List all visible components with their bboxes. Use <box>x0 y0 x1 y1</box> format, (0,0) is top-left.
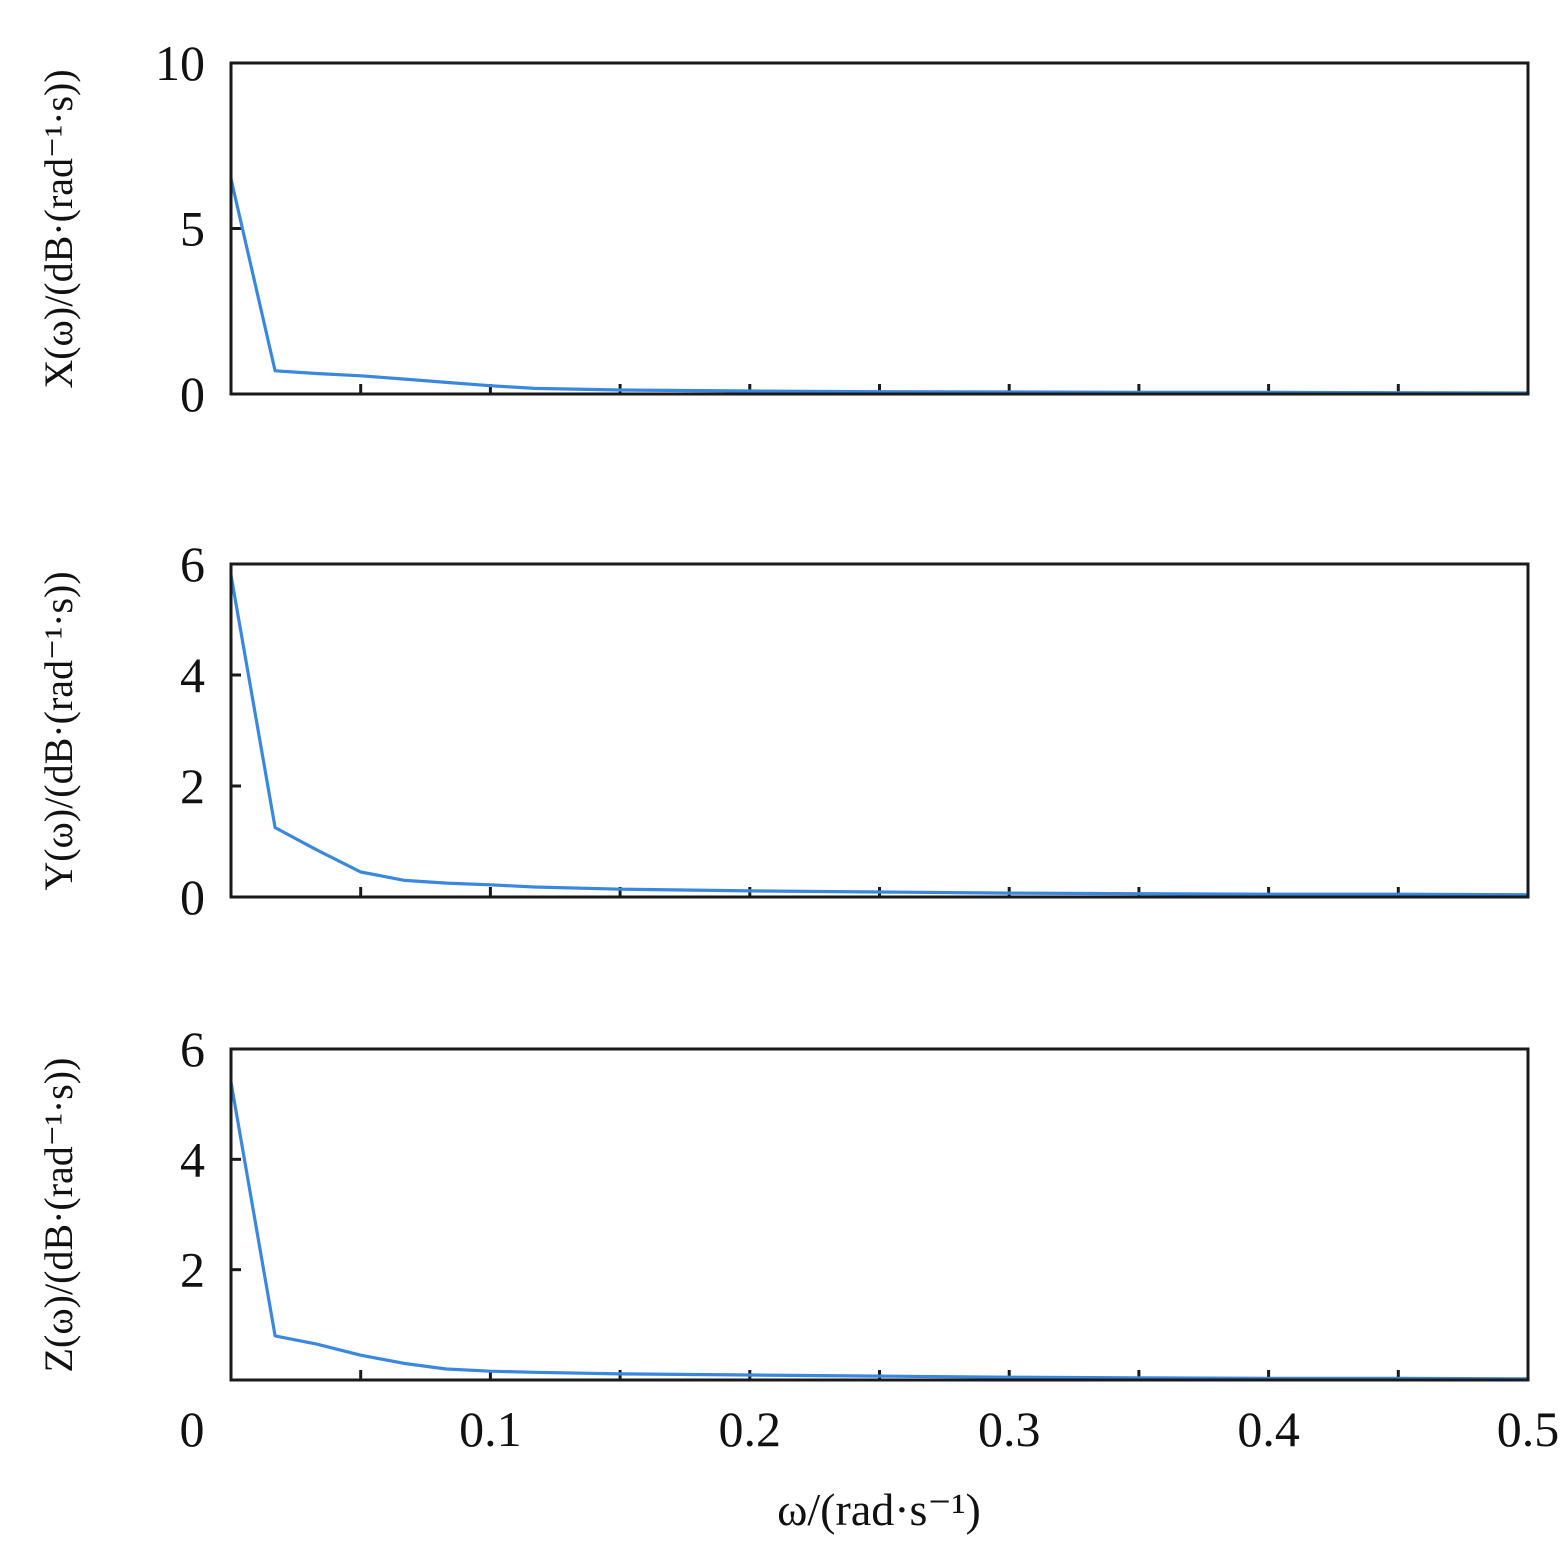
panel-x-frame <box>229 61 1530 396</box>
x-tick-label: 0.2 <box>719 1401 782 1457</box>
panel-y-marks: 0 2 4 6 <box>180 536 1530 925</box>
panel-x-ytick-label: 10 <box>155 35 205 91</box>
x-tick-label: 0.1 <box>459 1401 522 1457</box>
panel-y-ytick-label: 4 <box>180 647 205 703</box>
panel-x-ytick-label: 5 <box>180 201 205 257</box>
panel-z-ytick-label: 2 <box>180 1242 205 1298</box>
panel-z-ytick-label: 6 <box>180 1021 205 1077</box>
panel-x: 0 5 10 X(ω)/(dB·(rad⁻¹·s)) <box>36 35 1530 422</box>
panel-z-frame <box>229 1047 1530 1382</box>
panel-z-series-line <box>229 1080 1530 1381</box>
panel-z-ytick-label: 4 <box>180 1131 205 1187</box>
panel-y-ytick-label: 6 <box>180 536 205 592</box>
panel-y: 0 2 4 6 Y(ω)/(dB·(rad⁻¹·s)) <box>36 536 1530 925</box>
panel-y-series-line <box>229 573 1530 897</box>
x-tick-label: 0.4 <box>1237 1401 1300 1457</box>
panel-y-ytick-label: 2 <box>180 758 205 814</box>
panel-z-ylabel: Z(ω)/(dB·(rad⁻¹·s)) <box>36 1058 81 1373</box>
panel-z-marks: 2 4 6 <box>180 1021 1530 1381</box>
panel-z: 2 4 6 Z(ω)/(dB·(rad⁻¹·s)) <box>36 1021 1530 1382</box>
panel-y-ytick-label: 0 <box>180 869 205 925</box>
panel-x-series-line <box>229 177 1530 395</box>
panel-y-frame <box>229 562 1530 899</box>
panel-x-marks: 0 5 10 <box>155 35 1530 422</box>
x-tick-labels: 0 0.1 0.2 0.3 0.4 0.5 <box>180 1401 1560 1457</box>
x-tick-label: 0.3 <box>978 1401 1041 1457</box>
x-tick-label: 0 <box>180 1401 205 1457</box>
panel-x-ylabel: X(ω)/(dB·(rad⁻¹·s)) <box>36 69 81 388</box>
panel-x-ytick-label: 0 <box>180 366 205 422</box>
panel-y-ylabel: Y(ω)/(dB·(rad⁻¹·s)) <box>36 571 81 890</box>
x-axis-label: ω/(rad·s⁻¹) <box>777 1484 981 1535</box>
x-tick-label: 0.5 <box>1497 1401 1560 1457</box>
